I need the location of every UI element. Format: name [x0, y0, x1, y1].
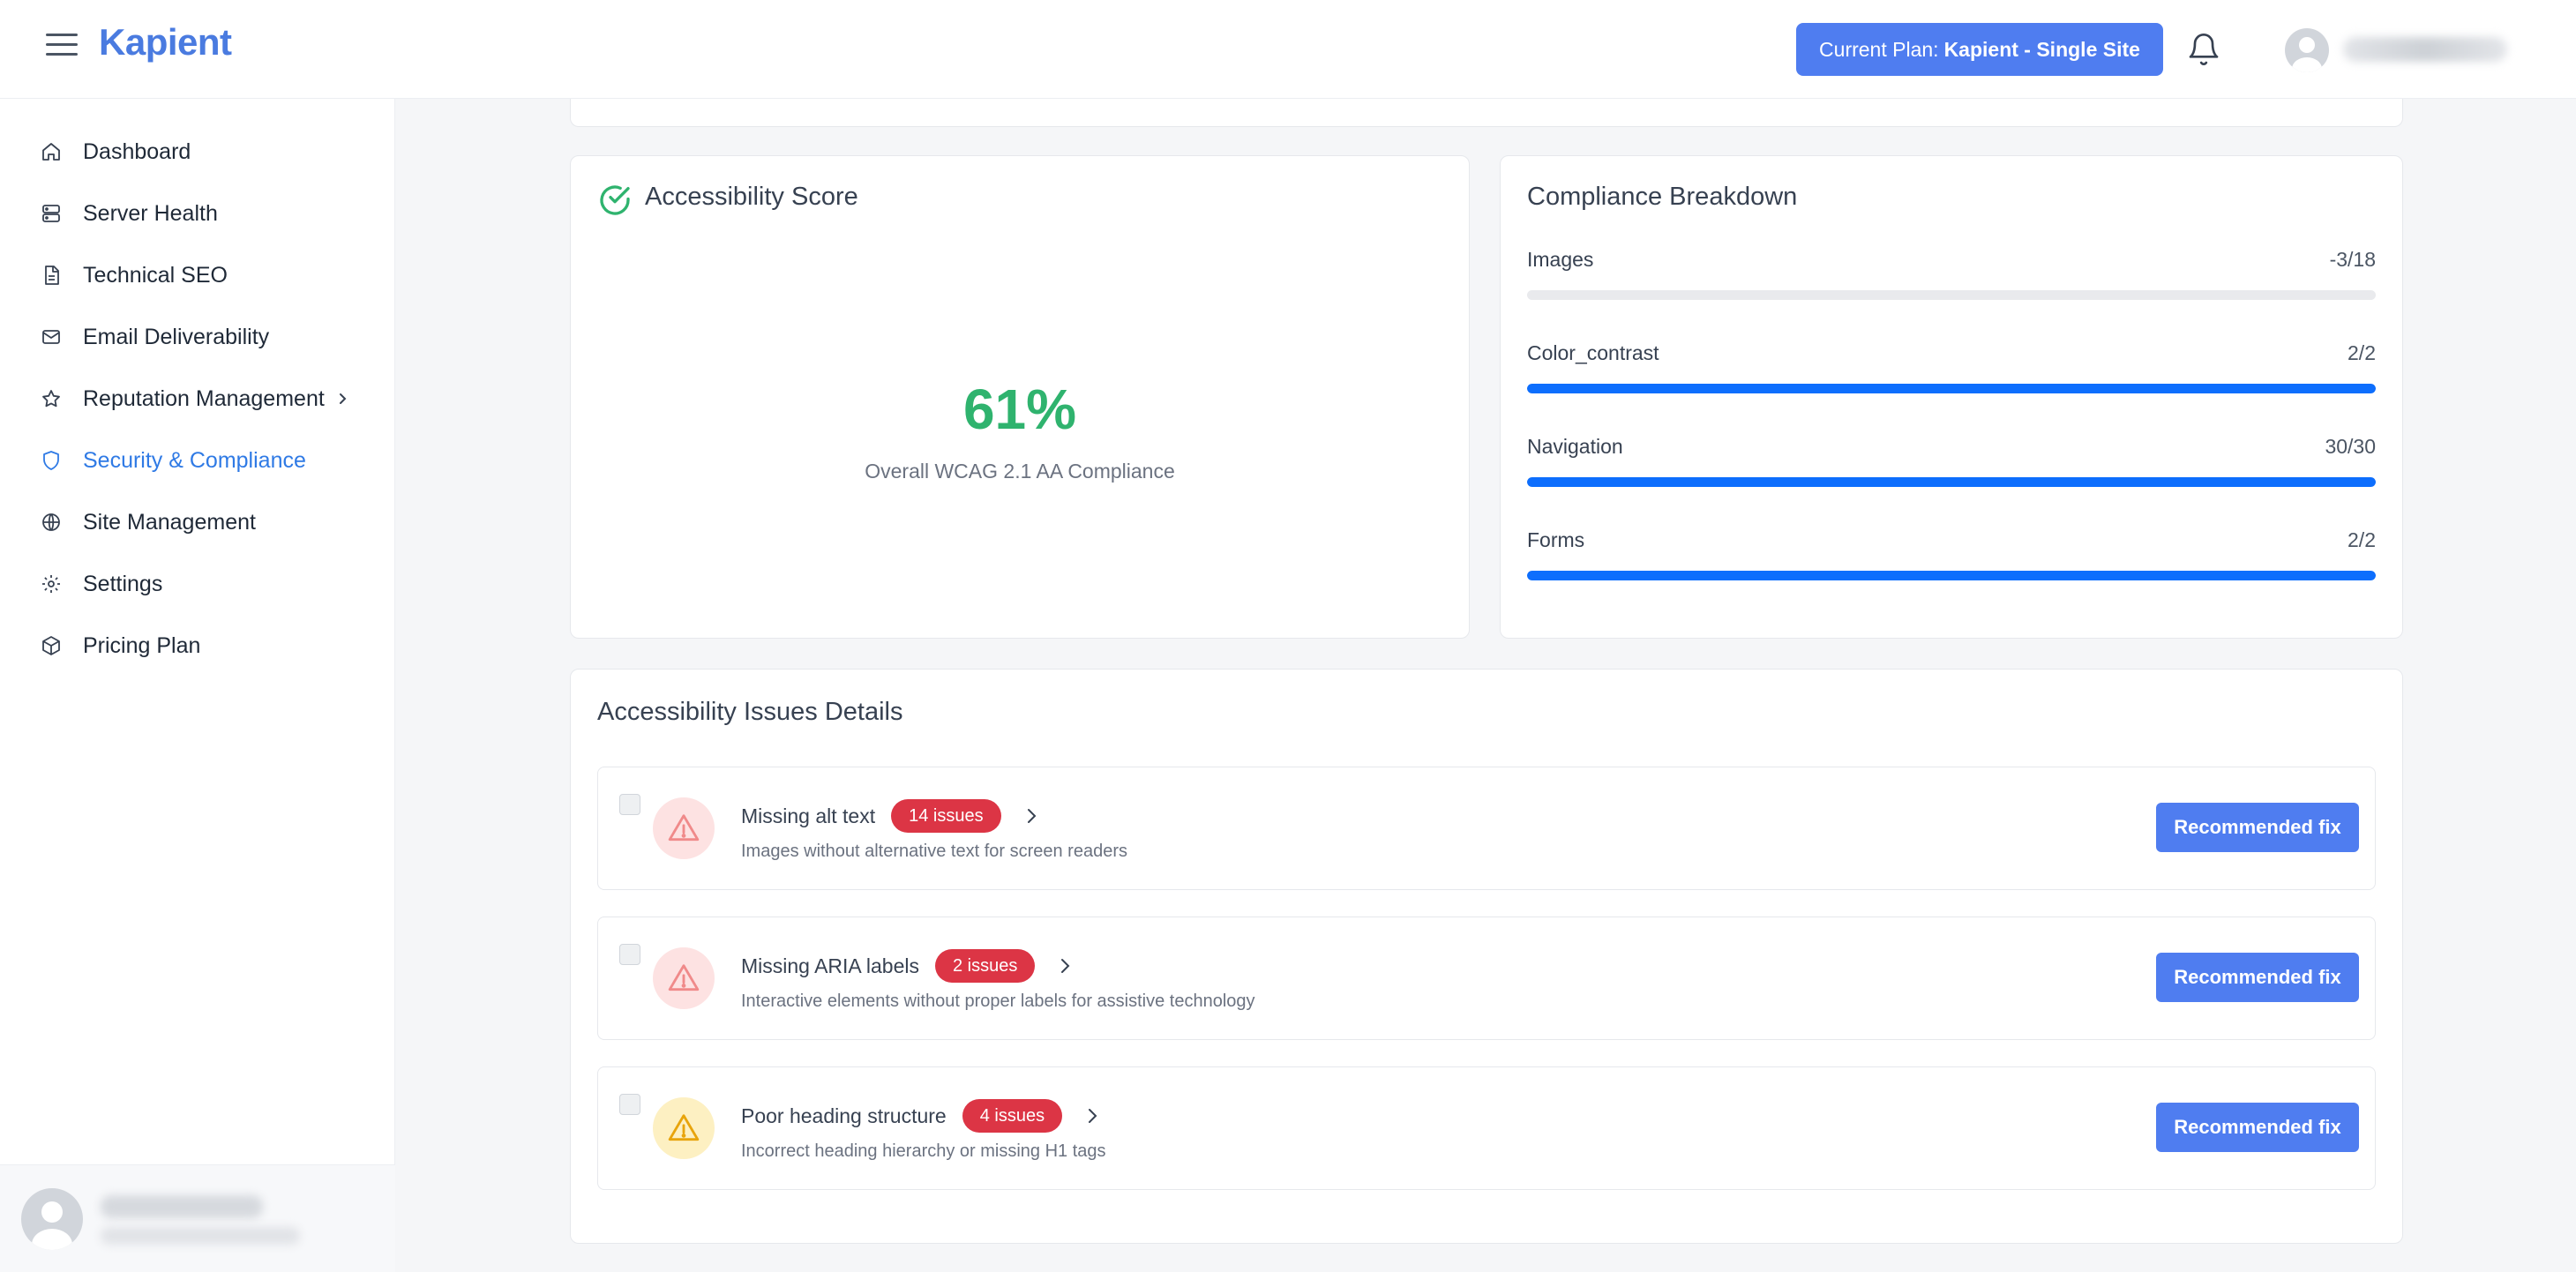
score-subtitle: Overall WCAG 2.1 AA Compliance [865, 460, 1175, 483]
sidebar-item-site-management[interactable]: Site Management [39, 503, 256, 542]
plan-name: Kapient - Single Site [1943, 37, 2140, 61]
breakdown-row: Forms 2/2 [1527, 528, 2376, 583]
sidebar-item-reputation-management[interactable]: Reputation Management [39, 379, 349, 418]
previous-card-bottom [570, 99, 2403, 127]
star-icon [39, 386, 64, 411]
sidebar-item-security-compliance[interactable]: Security & Compliance [39, 441, 306, 480]
issue-checkbox[interactable] [619, 944, 640, 965]
sidebar-item-email-deliverability[interactable]: Email Deliverability [39, 318, 269, 356]
progress-track [1527, 571, 2376, 580]
sidebar-item-label: Pricing Plan [83, 632, 201, 658]
issue-checkbox[interactable] [619, 794, 640, 815]
chevron-right-icon[interactable] [1056, 955, 1074, 976]
breakdown-row-name: Images [1527, 248, 1594, 271]
progress-fill [1527, 477, 2376, 487]
document-icon [39, 263, 64, 288]
issue-name: Poor heading structure [741, 1104, 947, 1127]
breakdown-row: Images -3/18 [1527, 248, 2376, 303]
sidebar-item-technical-seo[interactable]: Technical SEO [39, 256, 228, 295]
breakdown-row-name: Color_contrast [1527, 341, 1659, 364]
user-avatar[interactable] [2285, 28, 2329, 72]
issue-count-badge: 4 issues [962, 1099, 1063, 1133]
sidebar-item-label: Email Deliverability [83, 324, 270, 349]
score-card-title: Accessibility Score [645, 183, 858, 211]
issue-description: Incorrect heading hierarchy or missing H… [741, 1141, 1106, 1161]
recommended-fix-button[interactable]: Recommended fix [2156, 803, 2359, 852]
chevron-right-icon [339, 393, 347, 404]
issue-title-line: Poor heading structure 4 issues [741, 1099, 1101, 1133]
shield-icon [39, 448, 64, 473]
progress-track [1527, 477, 2376, 487]
issue-description: Interactive elements without proper labe… [741, 991, 1255, 1011]
current-plan-button[interactable]: Current Plan: Kapient - Single Site [1796, 23, 2163, 76]
chevron-right-icon[interactable] [1083, 1105, 1101, 1126]
menu-icon[interactable] [46, 34, 78, 65]
breakdown-row-value: 2/2 [2348, 528, 2376, 551]
warning-icon [653, 947, 715, 1009]
brand-logo[interactable]: Kapient [99, 21, 232, 63]
plan-label: Current Plan: [1819, 37, 1939, 61]
issue-count-badge: 14 issues [891, 799, 1001, 833]
user-name-blurred [101, 1195, 263, 1218]
sidebar-item-label: Site Management [83, 509, 256, 535]
home-icon [39, 139, 64, 164]
sidebar-item-server-health[interactable]: Server Health [39, 194, 218, 233]
breakdown-row-name: Forms [1527, 528, 1585, 551]
sidebar-item-label: Reputation Management [83, 385, 325, 411]
issue-row: Missing alt text 14 issues Images without … [597, 767, 2376, 890]
warning-icon [653, 1097, 715, 1159]
breakdown-row-value: -3/18 [2329, 248, 2376, 271]
sidebar-item-label: Dashboard [83, 138, 191, 164]
user-avatar [21, 1188, 83, 1250]
chevron-right-icon[interactable] [1022, 805, 1040, 827]
issue-checkbox[interactable] [619, 1094, 640, 1115]
recommended-fix-button[interactable]: Recommended fix [2156, 953, 2359, 1002]
user-name-blurred [2343, 37, 2507, 62]
issues-title: Accessibility Issues Details [597, 698, 903, 726]
score-value: 61% [962, 378, 1077, 441]
issue-name: Missing alt text [741, 804, 876, 827]
accessibility-issues-card: Accessibility Issues Details Missing alt… [570, 669, 2403, 1244]
breakdown-title: Compliance Breakdown [1527, 183, 1798, 211]
issue-title-line: Missing ARIA labels 2 issues [741, 949, 1074, 983]
sidebar-item-label: Security & Compliance [83, 447, 306, 473]
issue-description: Images without alternative text for scre… [741, 842, 1127, 861]
sidebar-item-label: Technical SEO [83, 262, 228, 288]
sidebar-item-label: Settings [83, 571, 163, 596]
sidebar-item-settings[interactable]: Settings [39, 565, 162, 603]
issue-title-line: Missing alt text 14 issues [741, 799, 1040, 833]
check-circle-icon [600, 185, 630, 215]
breakdown-row-name: Navigation [1527, 435, 1623, 458]
top-bar: Kapient Current Plan: Kapient - Single S… [0, 0, 2576, 99]
sidebar-item-label: Server Health [83, 200, 218, 226]
issue-count-badge: 2 issues [934, 949, 1036, 983]
bell-icon[interactable] [2186, 32, 2221, 67]
warning-icon [653, 797, 715, 859]
progress-track [1527, 290, 2376, 300]
sidebar-item-dashboard[interactable]: Dashboard [39, 132, 191, 171]
globe-icon [39, 510, 64, 535]
gear-icon [39, 572, 64, 596]
mail-icon [39, 325, 64, 349]
sidebar-item-pricing-plan[interactable]: Pricing Plan [39, 626, 200, 665]
accessibility-score-card: Accessibility Score 61% Overall WCAG 2.1… [570, 155, 1470, 639]
issue-row: Missing ARIA labels 2 issues Interactive e… [597, 917, 2376, 1040]
progress-fill [1527, 384, 2376, 393]
box-icon [39, 633, 64, 658]
breakdown-row: Color_contrast 2/2 [1527, 341, 2376, 396]
breakdown-row-value: 2/2 [2348, 341, 2376, 364]
recommended-fix-button[interactable]: Recommended fix [2156, 1103, 2359, 1152]
compliance-breakdown-card: Compliance Breakdown Images -3/18 Color_co… [1500, 155, 2403, 639]
sidebar: Dashboard Server Health Technical SEO Em… [0, 99, 395, 1272]
user-email-blurred [101, 1227, 300, 1245]
breakdown-row-value: 30/30 [2325, 435, 2376, 458]
issue-row: Poor heading structure 4 issues Incorrect … [597, 1066, 2376, 1190]
progress-track [1527, 384, 2376, 393]
server-icon [39, 201, 64, 226]
progress-fill [1527, 571, 2376, 580]
issue-name: Missing ARIA labels [741, 954, 919, 977]
breakdown-row: Navigation 30/30 [1527, 435, 2376, 490]
sidebar-user-footer[interactable] [0, 1164, 395, 1272]
